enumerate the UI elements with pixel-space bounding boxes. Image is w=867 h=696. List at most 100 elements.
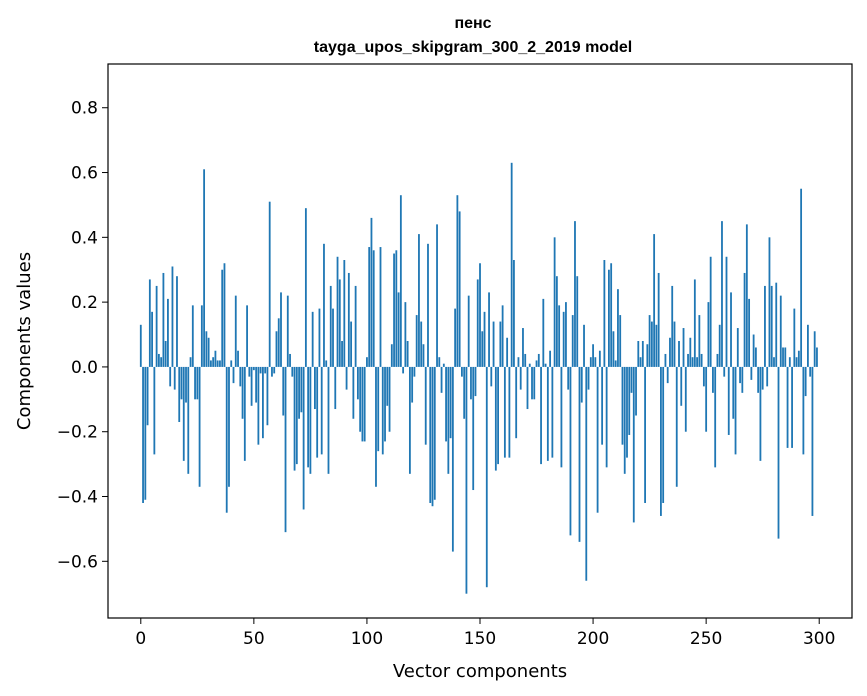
bar (736, 328, 739, 367)
bar (759, 366, 762, 461)
bar (666, 366, 669, 384)
bar (682, 328, 685, 367)
bar (614, 360, 617, 367)
bar (390, 344, 393, 367)
bar (641, 341, 644, 367)
bar (185, 366, 187, 403)
bar (264, 366, 267, 374)
bar (752, 334, 755, 367)
bar (295, 366, 298, 465)
y-tick-label: −0.6 (57, 552, 98, 572)
bar (148, 279, 151, 367)
bar (555, 276, 558, 367)
bar (809, 366, 812, 377)
bar (472, 366, 475, 491)
bar (329, 285, 332, 367)
bar (684, 366, 687, 432)
bar (650, 321, 653, 367)
bar (655, 324, 658, 367)
bar (194, 366, 196, 400)
bar (574, 221, 576, 367)
bar (214, 350, 217, 367)
bar (427, 243, 429, 367)
y-tick-label: −0.2 (57, 423, 98, 443)
y-tick-label: −0.4 (57, 488, 98, 508)
bar (418, 234, 420, 367)
bar (157, 353, 160, 367)
bar (546, 366, 549, 461)
bar (784, 347, 787, 367)
bar (587, 366, 590, 390)
bar (565, 302, 567, 367)
bar (300, 366, 303, 413)
bar (291, 366, 294, 377)
bar (203, 169, 206, 367)
bar (813, 331, 816, 367)
bar (368, 247, 371, 367)
bar (537, 353, 540, 367)
bar (540, 366, 542, 465)
bar (223, 263, 226, 367)
bar (644, 366, 646, 503)
bar (617, 289, 619, 367)
bar (207, 337, 210, 367)
bar (558, 305, 561, 367)
bar (370, 217, 373, 367)
bar (243, 366, 246, 461)
bar (601, 366, 604, 445)
bar (230, 360, 233, 367)
x-tick-label: 100 (351, 629, 383, 649)
y-tick-label: 0.6 (71, 164, 98, 184)
bar (323, 243, 325, 367)
bar (483, 311, 486, 367)
bar (282, 366, 285, 416)
bar (318, 308, 321, 367)
chart-title: пенс (454, 15, 491, 32)
bar (503, 366, 506, 458)
bar (304, 208, 307, 367)
bar (639, 357, 642, 367)
bar (212, 357, 215, 367)
bar (481, 331, 484, 367)
bar (485, 366, 488, 588)
bar (725, 256, 728, 367)
bar (164, 341, 167, 367)
bar (221, 269, 224, 367)
bar (501, 305, 504, 367)
x-tick-label: 300 (803, 629, 835, 649)
bar (167, 298, 169, 367)
bar (271, 366, 273, 377)
bar (395, 250, 398, 367)
bar (494, 366, 497, 471)
bar (198, 366, 201, 487)
bar (182, 366, 185, 461)
bar (307, 366, 310, 468)
y-axis-ticks: −0.6 −0.4 −0.2 0.0 0.2 0.4 0.6 0.8 (57, 99, 108, 572)
bar (619, 315, 622, 367)
bar (332, 308, 334, 367)
bar (474, 366, 477, 397)
bar (508, 366, 511, 458)
bar (176, 276, 178, 367)
bar (800, 188, 803, 367)
bar (585, 366, 588, 581)
bar (623, 366, 626, 474)
bar (802, 366, 805, 455)
bar (526, 366, 529, 410)
bar (246, 305, 248, 367)
bar (422, 344, 425, 367)
bar (490, 366, 493, 387)
bar (766, 366, 769, 387)
bar (237, 350, 239, 367)
bar (560, 366, 563, 468)
bar (712, 366, 714, 393)
bar (673, 321, 676, 367)
bar (513, 260, 515, 367)
bar (754, 347, 757, 367)
bar (696, 357, 698, 367)
bar (399, 195, 402, 367)
bar (492, 321, 495, 367)
bar (160, 357, 163, 367)
bar (162, 272, 165, 367)
x-tick-label: 50 (243, 629, 265, 649)
